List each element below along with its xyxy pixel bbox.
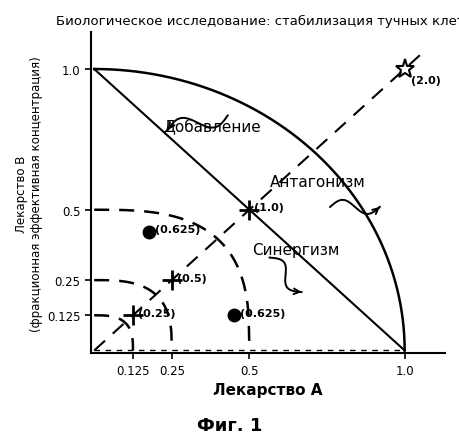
Text: (0.625): (0.625) (240, 308, 285, 318)
Text: (1.0): (1.0) (254, 203, 284, 213)
Title: Биологическое исследование: стабилизация тучных клеток: Биологическое исследование: стабилизация… (56, 15, 459, 28)
Y-axis label: Лекарство В
(фракционная эффективная концентрация): Лекарство В (фракционная эффективная кон… (15, 56, 43, 331)
Text: (2.0): (2.0) (410, 76, 440, 86)
Text: Добавление: Добавление (163, 118, 260, 134)
Text: (0.5): (0.5) (176, 273, 206, 283)
Text: (0.625): (0.625) (154, 225, 200, 235)
Text: Антагонизм: Антагонизм (269, 174, 365, 190)
Text: Синергизм: Синергизм (252, 242, 339, 257)
X-axis label: Лекарство А: Лекарство А (213, 382, 322, 398)
Text: (0.25): (0.25) (138, 308, 175, 318)
Text: Фиг. 1: Фиг. 1 (197, 416, 262, 434)
